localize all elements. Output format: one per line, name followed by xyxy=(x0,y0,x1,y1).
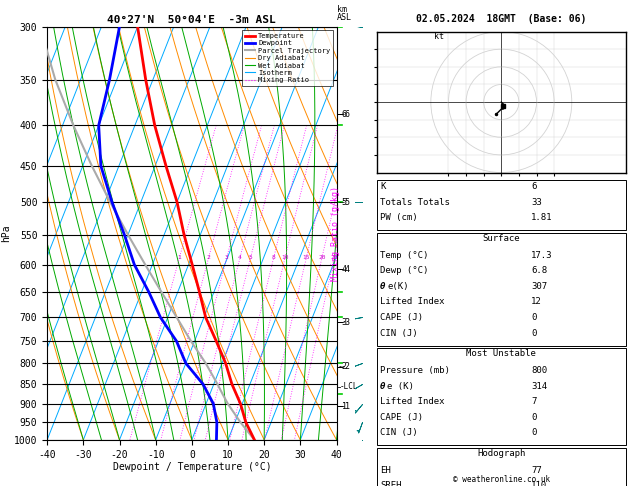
Text: -5: -5 xyxy=(340,197,350,207)
Text: PW (cm): PW (cm) xyxy=(380,213,418,223)
Text: SREH: SREH xyxy=(380,481,401,486)
Text: CAPE (J): CAPE (J) xyxy=(380,313,423,322)
Text: -5: -5 xyxy=(338,197,348,207)
Text: -2: -2 xyxy=(338,362,348,371)
Text: Mixing Ratio (g/kg): Mixing Ratio (g/kg) xyxy=(331,186,340,281)
Text: 4: 4 xyxy=(238,255,242,260)
Text: 8: 8 xyxy=(272,255,276,260)
Text: θ: θ xyxy=(380,282,386,291)
Text: 15: 15 xyxy=(303,255,310,260)
Text: Totals Totals: Totals Totals xyxy=(380,198,450,207)
Text: Surface: Surface xyxy=(482,234,520,243)
Text: Lifted Index: Lifted Index xyxy=(380,397,445,406)
Text: 307: 307 xyxy=(532,282,547,291)
Text: 10: 10 xyxy=(281,255,289,260)
Text: 110: 110 xyxy=(532,481,547,486)
Text: 0: 0 xyxy=(532,329,537,338)
Text: 0: 0 xyxy=(532,313,537,322)
Text: 6: 6 xyxy=(532,182,537,191)
Text: -1: -1 xyxy=(338,402,348,411)
Text: 17.3: 17.3 xyxy=(532,251,553,260)
Text: CIN (J): CIN (J) xyxy=(380,329,418,338)
Text: 2: 2 xyxy=(207,255,211,260)
Text: 25: 25 xyxy=(331,255,338,260)
Text: e (K): e (K) xyxy=(387,382,415,391)
Legend: Temperature, Dewpoint, Parcel Trajectory, Dry Adiabat, Wet Adiabat, Isotherm, Mi: Temperature, Dewpoint, Parcel Trajectory… xyxy=(242,30,333,86)
Y-axis label: hPa: hPa xyxy=(1,225,11,242)
Text: e(K): e(K) xyxy=(387,282,409,291)
Text: © weatheronline.co.uk: © weatheronline.co.uk xyxy=(453,474,550,484)
Text: 0: 0 xyxy=(532,428,537,437)
Text: 314: 314 xyxy=(532,382,547,391)
Text: -3: -3 xyxy=(338,318,348,327)
Title: 40°27'N  50°04'E  -3m ASL: 40°27'N 50°04'E -3m ASL xyxy=(108,15,276,25)
Text: -2: -2 xyxy=(340,362,350,371)
Text: -4: -4 xyxy=(338,264,348,274)
Text: 02.05.2024  18GMT  (Base: 06): 02.05.2024 18GMT (Base: 06) xyxy=(416,14,586,24)
Text: 12: 12 xyxy=(532,297,542,307)
Text: Hodograph: Hodograph xyxy=(477,449,525,458)
Text: -6: -6 xyxy=(338,110,348,119)
Text: -1: -1 xyxy=(340,402,350,411)
Text: Temp (°C): Temp (°C) xyxy=(380,251,428,260)
Text: 77: 77 xyxy=(532,466,542,475)
Text: Pressure (mb): Pressure (mb) xyxy=(380,366,450,375)
Text: Lifted Index: Lifted Index xyxy=(380,297,445,307)
Text: 6.8: 6.8 xyxy=(532,266,547,276)
Text: 20: 20 xyxy=(318,255,326,260)
Text: Dewp (°C): Dewp (°C) xyxy=(380,266,428,276)
Text: -LCL: -LCL xyxy=(340,382,359,391)
Text: km
ASL: km ASL xyxy=(337,4,352,22)
Text: Most Unstable: Most Unstable xyxy=(466,349,537,359)
Text: -4: -4 xyxy=(340,264,350,274)
Text: -6: -6 xyxy=(340,110,350,119)
Text: CIN (J): CIN (J) xyxy=(380,428,418,437)
Text: -7: -7 xyxy=(0,485,1,486)
Text: K: K xyxy=(380,182,386,191)
Text: -8: -8 xyxy=(0,485,1,486)
Text: -3: -3 xyxy=(340,318,350,327)
Text: 33: 33 xyxy=(532,198,542,207)
Text: 5: 5 xyxy=(248,255,252,260)
Text: EH: EH xyxy=(380,466,391,475)
Text: kt: kt xyxy=(435,32,444,41)
X-axis label: Dewpoint / Temperature (°C): Dewpoint / Temperature (°C) xyxy=(113,462,271,472)
Text: 7: 7 xyxy=(532,397,537,406)
Text: CAPE (J): CAPE (J) xyxy=(380,413,423,422)
Text: θ: θ xyxy=(380,382,386,391)
Text: 0: 0 xyxy=(532,413,537,422)
Text: 3: 3 xyxy=(225,255,228,260)
Text: 1.81: 1.81 xyxy=(532,213,553,223)
Text: 800: 800 xyxy=(532,366,547,375)
Text: 1: 1 xyxy=(177,255,181,260)
